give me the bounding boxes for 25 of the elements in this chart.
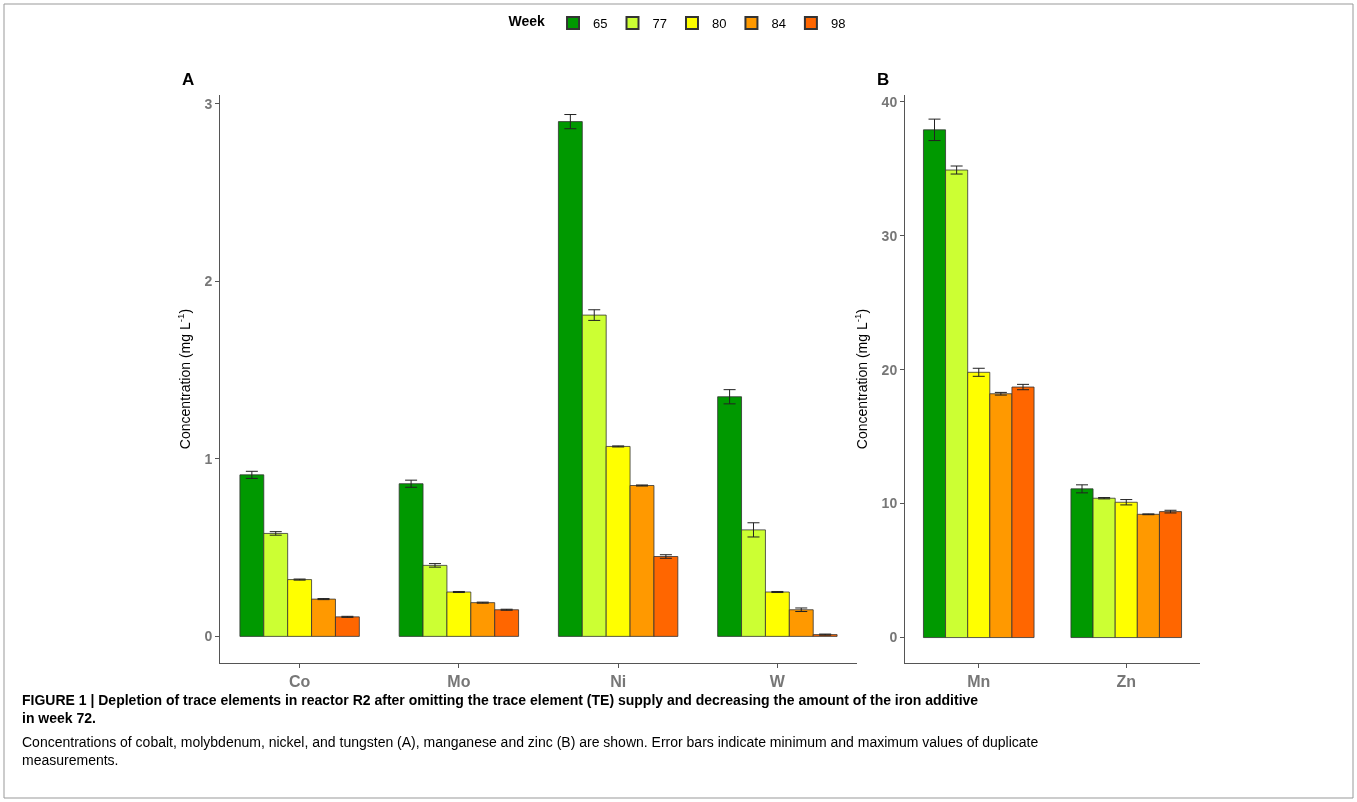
text: Concentrations of cobalt, molybdenum, nickel, and tungsten (A), manganese and zinc (B) are shown. Error bars indicate minimum and maximum values of duplicate measurements. <box>22 734 1039 769</box>
legend-label: 65 <box>593 16 608 32</box>
y-tick-label: 20 <box>881 361 898 378</box>
legend-label: 98 <box>830 16 846 32</box>
x-tick-label: Ni <box>610 673 627 691</box>
x-tick-label: Mn <box>967 673 991 691</box>
chart-title: A <box>182 70 195 89</box>
y-tick-label: 30 <box>881 227 898 244</box>
legend-label: 77 <box>652 16 667 32</box>
y-tick-label: 0 <box>889 629 898 646</box>
legend-title: Week <box>508 13 546 30</box>
y-tick-label: 3 <box>204 95 213 112</box>
y-tick-label: 2 <box>204 273 213 290</box>
x-tick-label: W <box>769 673 786 691</box>
caption: FIGURE 1 | Depletion of trace elements in reactor R2 after omitting the trace element (TE) supply and decreasing the amount of the iron additive in week 72. <box>22 692 979 727</box>
y-tick-label: 10 <box>881 495 898 512</box>
y-tick-label: 1 <box>204 450 213 467</box>
x-tick-label: Co <box>288 673 311 691</box>
chart-title: B <box>877 70 890 89</box>
y-tick-label: 40 <box>881 93 898 110</box>
x-tick-label: Zn <box>1116 673 1137 691</box>
x-tick-label: Mo <box>447 673 471 691</box>
legend-label: 80 <box>711 16 727 32</box>
y-tick-label: 0 <box>204 628 213 645</box>
legend-label: 84 <box>771 16 786 32</box>
